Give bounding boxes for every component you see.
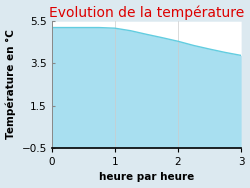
Y-axis label: Température en °C: Température en °C [6, 30, 16, 139]
Title: Evolution de la température: Evolution de la température [49, 6, 244, 20]
X-axis label: heure par heure: heure par heure [99, 172, 194, 182]
